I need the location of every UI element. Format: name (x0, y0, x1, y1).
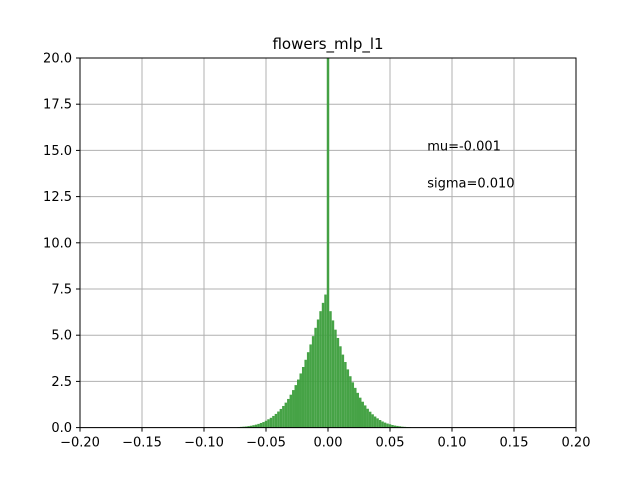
histogram-bar (321, 302, 325, 428)
histogram-bar (354, 387, 357, 428)
histogram-bar (381, 421, 384, 428)
histogram-bar (247, 426, 250, 428)
x-tick-label: −0.15 (122, 436, 162, 451)
histogram-bar (383, 422, 387, 428)
histogram-bar (244, 426, 248, 428)
histogram-bar (396, 425, 399, 428)
x-tick-label: 0.00 (314, 436, 343, 451)
y-tick-label: 20.0 (43, 52, 72, 67)
histogram-bar (299, 373, 302, 428)
histogram-bar (297, 379, 300, 428)
histogram-bar (267, 419, 270, 428)
histogram-bar (326, 58, 330, 428)
x-tick-label: 0.05 (376, 436, 405, 451)
histogram-bar (386, 423, 389, 428)
x-tick-label: −0.05 (246, 436, 286, 451)
histogram-bar (301, 366, 305, 428)
histogram-bar (259, 422, 263, 428)
histogram-bar (316, 319, 320, 428)
bars-layer (237, 58, 412, 428)
histogram-bar (371, 414, 374, 428)
histogram-bar (311, 336, 315, 428)
histogram-bar (378, 420, 382, 428)
y-tick-label: 10.0 (43, 236, 72, 251)
y-tick-label: 12.5 (43, 190, 72, 205)
histogram-bar (277, 411, 280, 428)
histogram-bar (356, 392, 359, 428)
histogram-bar (264, 420, 268, 428)
histogram-bar (282, 405, 285, 428)
histogram-bar (249, 425, 253, 428)
histogram-bar (376, 418, 379, 428)
histogram-bar (284, 402, 288, 428)
histogram-bar (334, 329, 337, 428)
histogram-bar (361, 401, 364, 428)
histogram-bar (294, 385, 297, 428)
y-tick-label: 2.5 (51, 375, 72, 390)
ticks-layer: −0.20 −0.15 −0.10 −0.05 0.00 0.05 0.10 0.15 0.20… (43, 52, 590, 451)
histogram-bar (373, 416, 377, 428)
x-tick-label: −0.20 (60, 436, 100, 451)
histogram-bar (272, 415, 275, 428)
histogram-bar (331, 320, 335, 428)
histogram-bar (398, 426, 402, 428)
x-tick-label: 0.10 (438, 436, 467, 451)
histogram-bar (346, 369, 350, 428)
histogram-bar (269, 417, 273, 428)
y-tick-label: 17.5 (43, 98, 72, 113)
histogram-bar (391, 425, 394, 428)
histogram-bar (349, 376, 352, 428)
histogram-bar (336, 337, 340, 428)
histogram-bar (306, 352, 310, 428)
histogram-bar (314, 327, 317, 428)
histogram-bar (287, 398, 290, 428)
histogram-bar (319, 311, 322, 428)
histogram-bar (344, 361, 347, 428)
y-tick-label: 5.0 (51, 329, 72, 344)
histogram-bar (309, 344, 312, 428)
stat-annotation: sigma=0.010 (427, 176, 514, 191)
histogram-bar (363, 405, 367, 428)
histogram-bar (292, 390, 295, 428)
histogram-bar (359, 397, 362, 428)
y-tick-label: 7.5 (51, 283, 72, 298)
chart-title: flowers_mlp_l1 (272, 35, 383, 54)
histogram-bar (351, 382, 355, 428)
histogram-bar (257, 423, 260, 428)
histogram-bar (279, 408, 283, 428)
histogram-bar (366, 408, 369, 428)
y-tick-label: 0.0 (51, 421, 72, 436)
histogram-bar (324, 294, 327, 428)
histogram-bar (254, 424, 258, 428)
stat-annotation: mu=-0.001 (427, 139, 501, 154)
annotations-layer: mu=-0.001 sigma=0.010 (427, 139, 514, 191)
histogram-bar (329, 311, 332, 428)
histogram-bar (339, 346, 342, 428)
histogram-bar (393, 425, 397, 428)
y-tick-label: 15.0 (43, 144, 72, 159)
histogram-bar (262, 422, 265, 428)
x-tick-label: −0.10 (184, 436, 224, 451)
x-tick-label: 0.20 (562, 436, 591, 451)
histogram-bar (388, 424, 392, 428)
x-tick-label: 0.15 (500, 436, 529, 451)
histogram-bar (274, 413, 278, 428)
histogram-bar (368, 411, 372, 428)
histogram-bar (341, 354, 345, 428)
histogram-bar (304, 359, 307, 428)
histogram-bar (289, 394, 293, 428)
histogram-bar (252, 425, 255, 428)
